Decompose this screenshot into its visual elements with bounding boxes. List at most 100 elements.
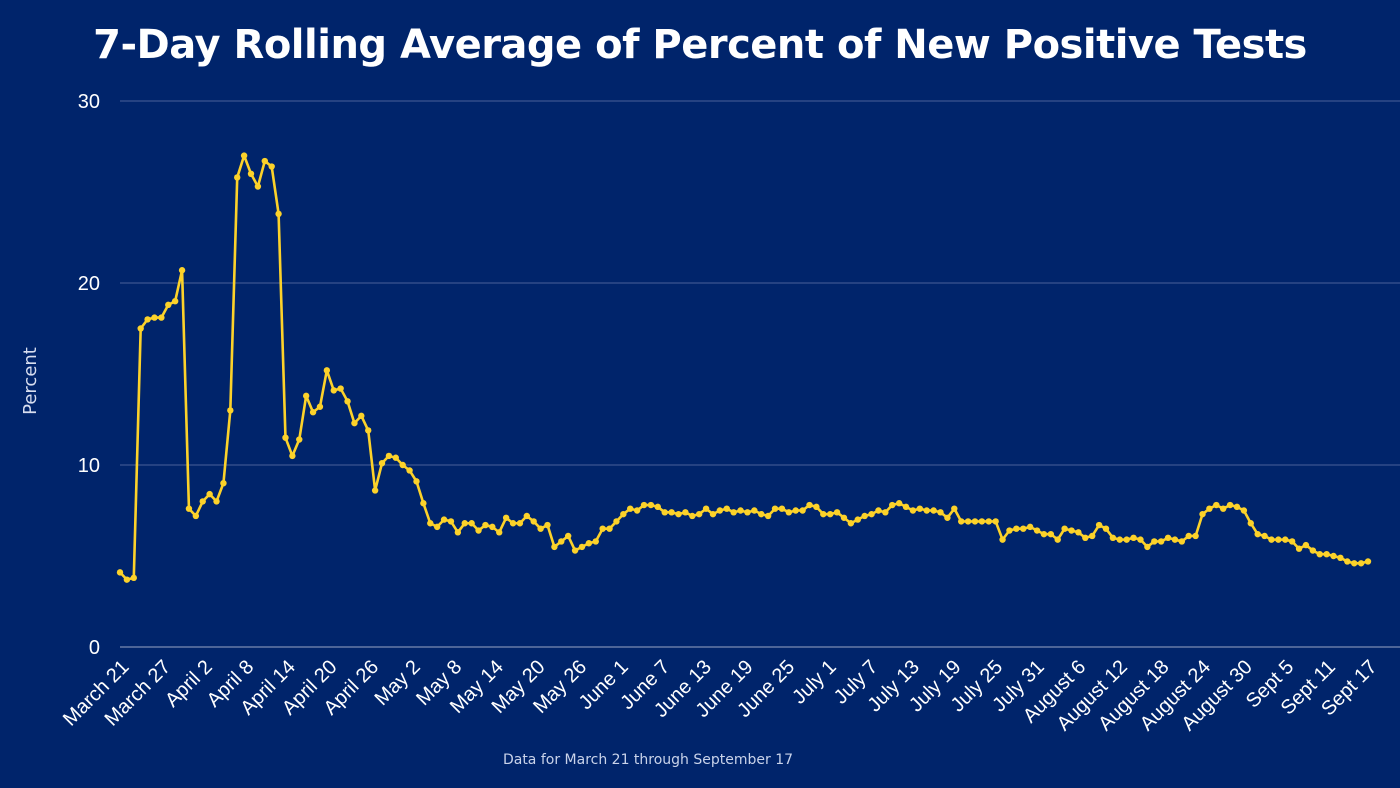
data-point xyxy=(1033,527,1041,534)
data-point xyxy=(433,523,441,531)
data-point xyxy=(413,478,420,485)
data-point xyxy=(192,512,200,520)
data-point xyxy=(1226,501,1234,509)
data-point xyxy=(206,490,213,498)
data-point xyxy=(606,525,613,532)
y-axis-label: Percent xyxy=(20,347,41,415)
data-point xyxy=(489,523,496,531)
data-point xyxy=(1109,534,1117,541)
data-point xyxy=(537,525,544,532)
data-point xyxy=(130,574,137,582)
data-point xyxy=(1261,532,1268,540)
data-point xyxy=(1213,501,1220,509)
data-point xyxy=(964,518,972,525)
data-point xyxy=(978,518,986,525)
data-point xyxy=(496,529,503,536)
data-point xyxy=(392,454,399,461)
data-point xyxy=(234,174,241,181)
data-point xyxy=(1330,552,1337,560)
data-point xyxy=(330,387,337,394)
data-point xyxy=(1282,536,1289,543)
data-point xyxy=(820,510,827,518)
data-point xyxy=(1013,525,1020,532)
data-point xyxy=(1047,530,1055,538)
data-point xyxy=(551,543,558,551)
data-point xyxy=(185,505,193,512)
data-point xyxy=(385,452,393,460)
data-point xyxy=(709,510,717,518)
data-point xyxy=(316,403,324,410)
data-point xyxy=(213,498,220,505)
data-point xyxy=(723,505,730,512)
data-point xyxy=(116,569,124,576)
data-point xyxy=(137,325,144,332)
data-point xyxy=(282,434,289,441)
data-point xyxy=(730,509,737,516)
data-point xyxy=(951,505,958,512)
data-point xyxy=(620,510,627,518)
data-point xyxy=(909,507,917,514)
data-point xyxy=(1020,525,1027,532)
data-point xyxy=(758,510,765,518)
data-point xyxy=(420,500,427,507)
data-point xyxy=(592,538,599,545)
data-point xyxy=(868,510,875,518)
data-point xyxy=(668,509,675,516)
data-point xyxy=(654,503,662,511)
data-point xyxy=(254,183,262,190)
data-point xyxy=(1102,525,1110,532)
data-point xyxy=(268,163,275,170)
data-point xyxy=(771,505,779,512)
data-point xyxy=(640,501,648,509)
data-point xyxy=(737,507,744,514)
data-point xyxy=(1026,523,1034,531)
data-point xyxy=(764,512,772,520)
data-point xyxy=(895,500,903,507)
data-point xyxy=(854,516,861,523)
data-point xyxy=(178,267,186,274)
data-point xyxy=(799,507,806,514)
data-point xyxy=(1316,550,1323,558)
x-tick-label: July 1 xyxy=(788,656,841,709)
data-point xyxy=(1275,536,1282,543)
data-point xyxy=(633,507,641,514)
data-point xyxy=(558,538,565,545)
data-point xyxy=(516,520,524,527)
data-point xyxy=(1337,554,1344,562)
data-point xyxy=(1116,536,1123,543)
data-point xyxy=(275,210,282,218)
data-point xyxy=(647,501,655,509)
data-point xyxy=(861,512,868,520)
data-point xyxy=(585,540,593,547)
data-point xyxy=(165,301,172,309)
data-point xyxy=(937,509,944,516)
data-point xyxy=(627,505,634,512)
series-layer xyxy=(116,152,1372,583)
y-tick-labels: 0 10 20 30 xyxy=(78,91,100,659)
data-point xyxy=(992,518,999,525)
y-tick-label: 10 xyxy=(78,455,100,477)
data-point xyxy=(461,520,468,527)
data-point xyxy=(599,525,606,532)
data-point xyxy=(1089,532,1096,540)
data-point xyxy=(1178,538,1186,545)
data-point xyxy=(261,157,268,165)
data-point xyxy=(323,367,331,374)
data-point xyxy=(1199,510,1206,518)
footnote: Data for March 21 through September 17 xyxy=(502,752,794,768)
data-point xyxy=(544,521,551,529)
data-point xyxy=(971,518,979,525)
data-point xyxy=(833,509,841,516)
data-point xyxy=(1095,521,1103,529)
data-point xyxy=(1288,538,1296,545)
gridlines xyxy=(120,100,1400,648)
data-point xyxy=(302,392,310,400)
data-point xyxy=(1040,530,1048,538)
data-point xyxy=(1123,536,1130,543)
data-point xyxy=(840,514,848,521)
data-point xyxy=(564,532,572,540)
data-point xyxy=(1323,550,1330,558)
data-point xyxy=(578,543,586,551)
